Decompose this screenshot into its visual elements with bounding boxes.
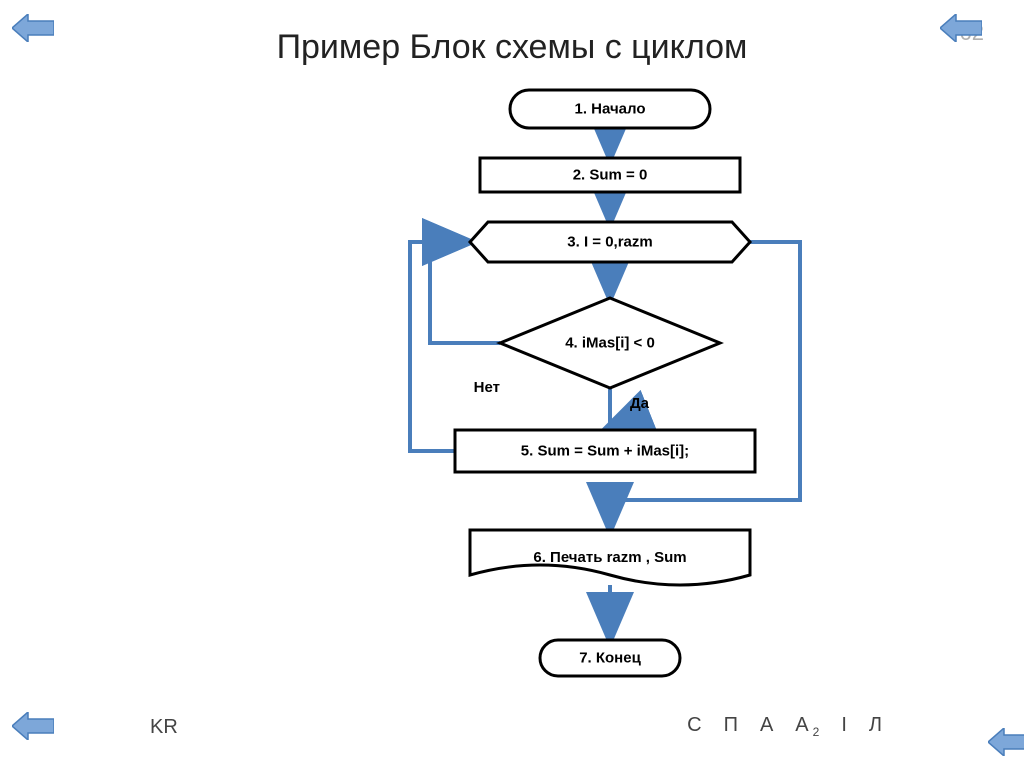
flow-node: 1. Начало [510, 90, 710, 128]
flow-node: 4. iMas[i] < 0 [500, 298, 720, 388]
nav-arrow-icon[interactable] [12, 14, 54, 42]
svg-text:1. Начало: 1. Начало [574, 101, 645, 118]
flow-node: 2. Sum = 0 [480, 158, 740, 192]
svg-text:3. I = 0,razm: 3. I = 0,razm [567, 234, 652, 251]
nav-arrow-icon[interactable] [12, 712, 54, 740]
nav-arrow-icon[interactable] [988, 728, 1024, 756]
svg-text:7. Конец: 7. Конец [579, 650, 641, 667]
svg-text:5. Sum = Sum + iMas[i];: 5. Sum = Sum + iMas[i]; [521, 443, 689, 460]
footer-letters: СПАА2IЛ [687, 714, 904, 739]
flow-edge [410, 242, 470, 451]
flow-node: 7. Конец [540, 640, 680, 676]
flow-node: 5. Sum = Sum + iMas[i]; [455, 430, 755, 472]
footer-left: KR [150, 716, 178, 739]
flowchart-canvas: 1. Начало 2. Sum = 0 3. I = 0,razm 4. iMas[… [200, 80, 820, 720]
flow-label: Да [630, 395, 650, 412]
flow-edge [610, 242, 800, 530]
page-title: Пример Блок схемы с циклом [0, 28, 1024, 67]
flow-label: Нет [474, 379, 500, 396]
nav-arrow-icon[interactable] [940, 14, 982, 42]
flow-node: 6. Печать razm , Sum [470, 530, 750, 585]
svg-text:6. Печать razm , Sum: 6. Печать razm , Sum [533, 549, 686, 566]
flow-node: 3. I = 0,razm [470, 222, 750, 262]
svg-text:4. iMas[i] < 0: 4. iMas[i] < 0 [565, 335, 655, 352]
flow-edge [605, 388, 610, 430]
svg-text:2. Sum = 0: 2. Sum = 0 [573, 167, 648, 184]
